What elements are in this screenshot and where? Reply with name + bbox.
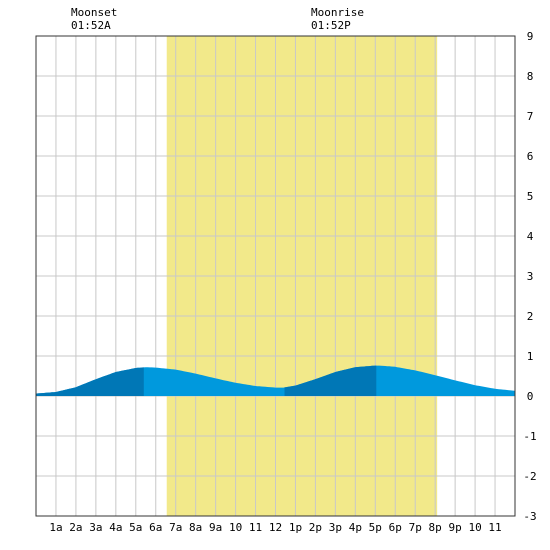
x-tick-label: 3p	[329, 521, 342, 534]
x-tick-label: 3a	[89, 521, 102, 534]
y-tick-label: 7	[527, 110, 534, 123]
x-tick-label: 6a	[149, 521, 162, 534]
x-tick-label: 8a	[189, 521, 202, 534]
tide-area-night	[36, 367, 144, 396]
moonrise-time: 01:52P	[311, 19, 351, 32]
tide-area	[36, 365, 515, 396]
plot-frame	[35, 35, 516, 517]
x-tick-label: 7p	[409, 521, 422, 534]
x-tick-label: 9a	[209, 521, 222, 534]
moonset-title: Moonset	[71, 6, 118, 19]
y-tick-label: 3	[527, 270, 534, 283]
y-tick-label: 6	[527, 150, 534, 163]
x-tick-label: 12	[269, 521, 282, 534]
moonrise-label: Moonrise 01:52P	[311, 6, 364, 32]
tide-area-night	[284, 365, 377, 396]
y-tick-label: -3	[523, 510, 536, 523]
x-tick-label: 4p	[349, 521, 362, 534]
y-tick-label: 0	[527, 390, 534, 403]
moonset-time: 01:52A	[71, 19, 111, 32]
x-tick-label: 5p	[369, 521, 382, 534]
y-tick-label: 2	[527, 310, 534, 323]
y-tick-label: 4	[527, 230, 534, 243]
y-tick-label: 9	[527, 30, 534, 43]
x-tick-label: 1p	[289, 521, 302, 534]
x-tick-label: 8p	[429, 521, 442, 534]
x-tick-label: 10	[468, 521, 481, 534]
y-tick-label: 5	[527, 190, 534, 203]
x-tick-label: 9p	[449, 521, 462, 534]
x-tick-label: 11	[249, 521, 262, 534]
x-tick-label: 2p	[309, 521, 322, 534]
y-tick-label: -1	[523, 430, 536, 443]
x-tick-label: 5a	[129, 521, 142, 534]
x-tick-label: 7a	[169, 521, 182, 534]
x-tick-label: 1a	[49, 521, 62, 534]
x-tick-label: 2a	[69, 521, 82, 534]
y-tick-label: 8	[527, 70, 534, 83]
x-tick-label: 4a	[109, 521, 122, 534]
x-tick-label: 6p	[389, 521, 402, 534]
x-tick-label: 11	[488, 521, 501, 534]
y-tick-label: 1	[527, 350, 534, 363]
x-tick-label: 10	[229, 521, 242, 534]
moonrise-title: Moonrise	[311, 6, 364, 19]
moonset-label: Moonset 01:52A	[71, 6, 117, 32]
y-tick-label: -2	[523, 470, 536, 483]
